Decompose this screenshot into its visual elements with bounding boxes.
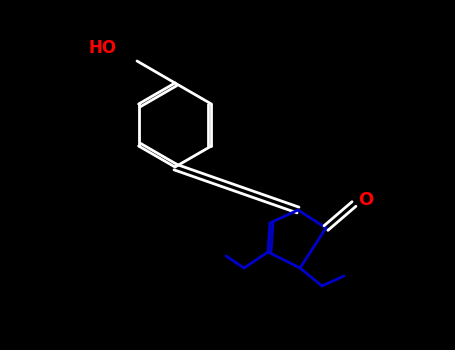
Text: O: O	[358, 191, 373, 209]
Text: HO: HO	[88, 39, 116, 57]
